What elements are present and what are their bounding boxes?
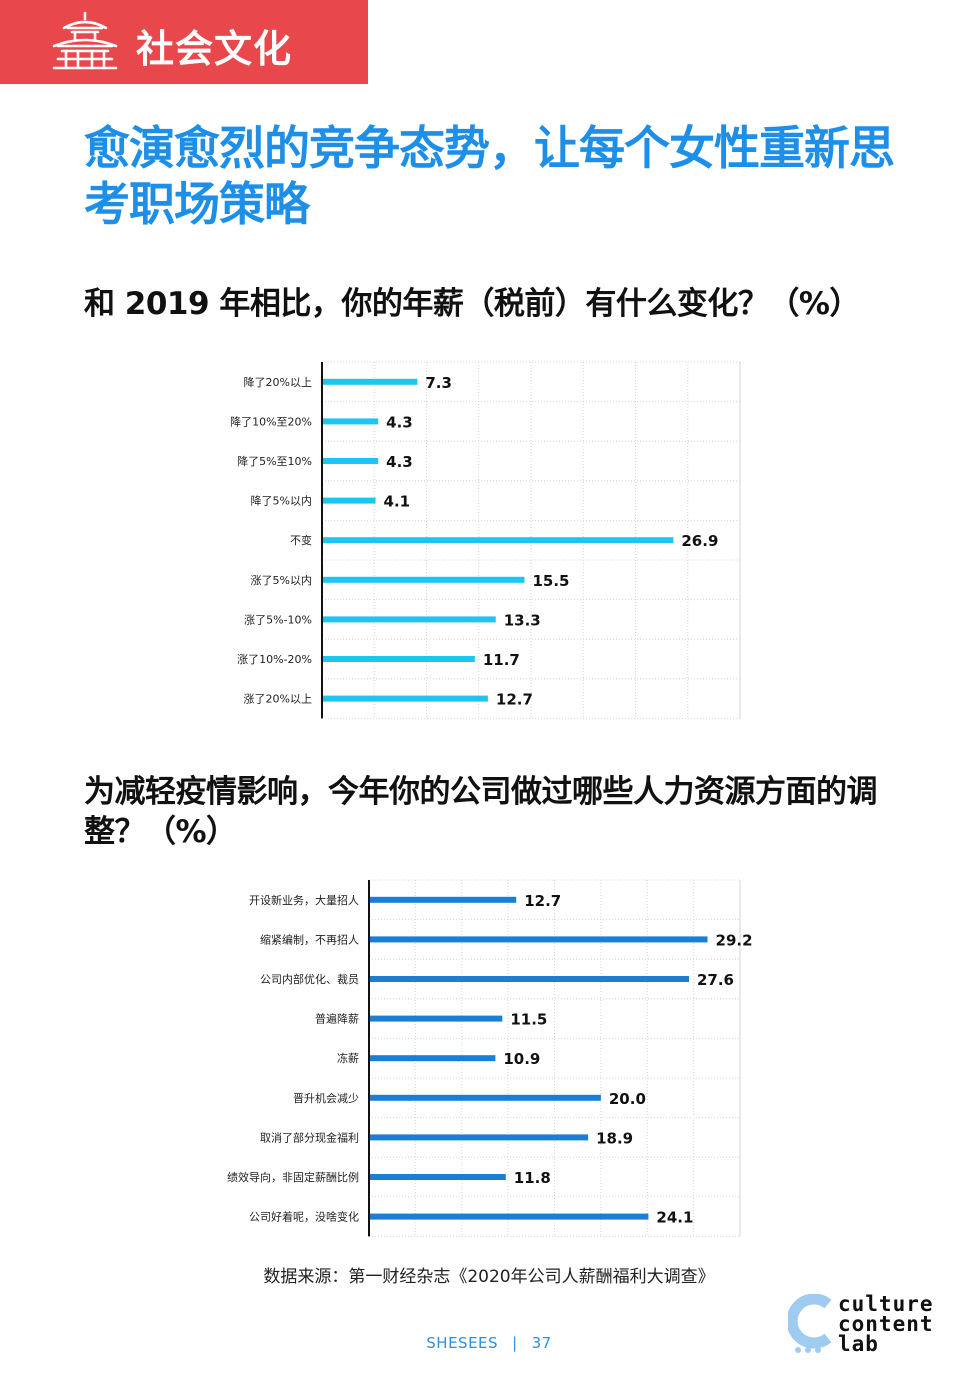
chart2-category-label: 普遍降薪 [315,1012,359,1026]
chart2-category-label: 公司内部优化、裁员 [260,972,359,986]
chart1-category-label: 降了10%至20% [230,414,312,428]
culture-content-lab-logo: culture content lab [788,1294,958,1356]
chart1-bar [322,656,475,662]
pavilion-icon [52,11,118,70]
chart2-data-label: 12.7 [524,892,561,910]
logo-text-culture: culture [838,1292,934,1316]
chart2-data-label: 24.1 [656,1209,693,1227]
chart1-data-label: 12.7 [496,691,533,709]
footer-brand: SHESEES [426,1334,499,1352]
chart2-category-label: 缩紧编制，不再招人 [260,932,359,946]
chart2-data-label: 11.8 [514,1169,551,1187]
chart2-bar [369,1015,503,1022]
hr-adjustment-chart: 开设新业务，大量招人 12.7 缩紧编制，不再招人 29.2 公司内部优化、裁员 27.6… [227,879,753,1237]
chart2-data-label: 18.9 [596,1129,633,1147]
chart2-data-label: 27.6 [697,971,734,989]
chart1-category-label: 涨了20%以上 [244,693,312,706]
chart1-data-label: 15.5 [532,572,569,590]
chart2-data-label: 11.5 [510,1011,547,1029]
chart2-bar [369,1055,496,1062]
chart1-category-label: 不变 [290,533,312,547]
chart1-bar [322,378,418,385]
logo-text-content: content [838,1312,934,1336]
chart1-bar [322,418,379,425]
section-label: 社会文化 [136,27,293,71]
chart2-category-label: 开设新业务，大量招人 [249,893,359,907]
chart1-bar [322,497,376,504]
chart1-bar [322,458,379,464]
footer: SHESEES | 37 [0,1334,978,1352]
chart2-bar [369,1213,649,1220]
logo-c-mark-icon [788,1294,832,1353]
chart2-question-title: 为减轻疫情影响，今年你的公司做过哪些人力资源方面的调整？（%） [84,774,878,850]
chart2-bar [369,1094,601,1101]
chart1-data-label: 4.3 [386,453,413,471]
chart2-data-label: 20.0 [609,1090,646,1108]
chart1-category-label: 降了5%以内 [251,494,312,508]
chart1-category-label: 降了20%以上 [244,375,312,389]
chart2-category-label: 取消了部分现金福利 [260,1130,359,1144]
page-title: 愈演愈烈的竞争态势，让每个女性重新思考职场策略 [84,121,895,231]
salary-change-chart: 降了20%以上 7.3 降了10%至20% 4.3 降了5%至10% 4.3 降了5%以内 4… [230,361,741,719]
chart1-data-label: 13.3 [504,611,541,629]
chart2-data-label: 10.9 [503,1050,540,1068]
chart1-category-label: 涨了5%-10% [244,613,312,626]
chart2-bar [369,896,517,903]
chart1-question-title: 和 2019 年相比，你的年薪（税前）有什么变化？（%） [84,286,860,322]
chart1-bar [322,695,488,702]
chart1-data-label: 11.7 [483,651,520,669]
footer-separator: | [512,1334,518,1352]
chart1-bar [322,537,674,544]
chart2-bar [369,1174,506,1180]
chart2-bar [369,976,689,982]
chart1-data-label: 4.1 [384,493,411,511]
chart1-data-label: 7.3 [425,374,452,392]
chart2-category-label: 晋升机会减少 [293,1091,359,1105]
chart1-bar [322,576,525,583]
chart1-data-label: 4.3 [386,413,413,431]
chart2-bar [369,1134,589,1141]
data-source-note: 数据来源：第一财经杂志《2020年公司人薪酬福利大调查》 [263,1267,715,1287]
page-number: 37 [531,1334,552,1352]
chart1-category-label: 涨了5%以内 [251,573,312,587]
chart1-bar [322,616,496,623]
chart1-category-label: 涨了10%-20% [237,653,312,666]
chart2-category-label: 绩效导向，非固定薪酬比例 [227,1170,359,1184]
chart2-data-label: 29.2 [716,931,753,949]
chart2-category-label: 公司好着呢，没啥变化 [249,1210,359,1224]
chart1-data-label: 26.9 [681,532,718,550]
logo-text-lab: lab [838,1332,879,1356]
chart2-category-label: 冻薪 [337,1051,359,1065]
section-banner: 社会文化 [0,0,368,84]
chart2-bar [369,936,708,943]
chart1-category-label: 降了5%至10% [237,454,312,468]
